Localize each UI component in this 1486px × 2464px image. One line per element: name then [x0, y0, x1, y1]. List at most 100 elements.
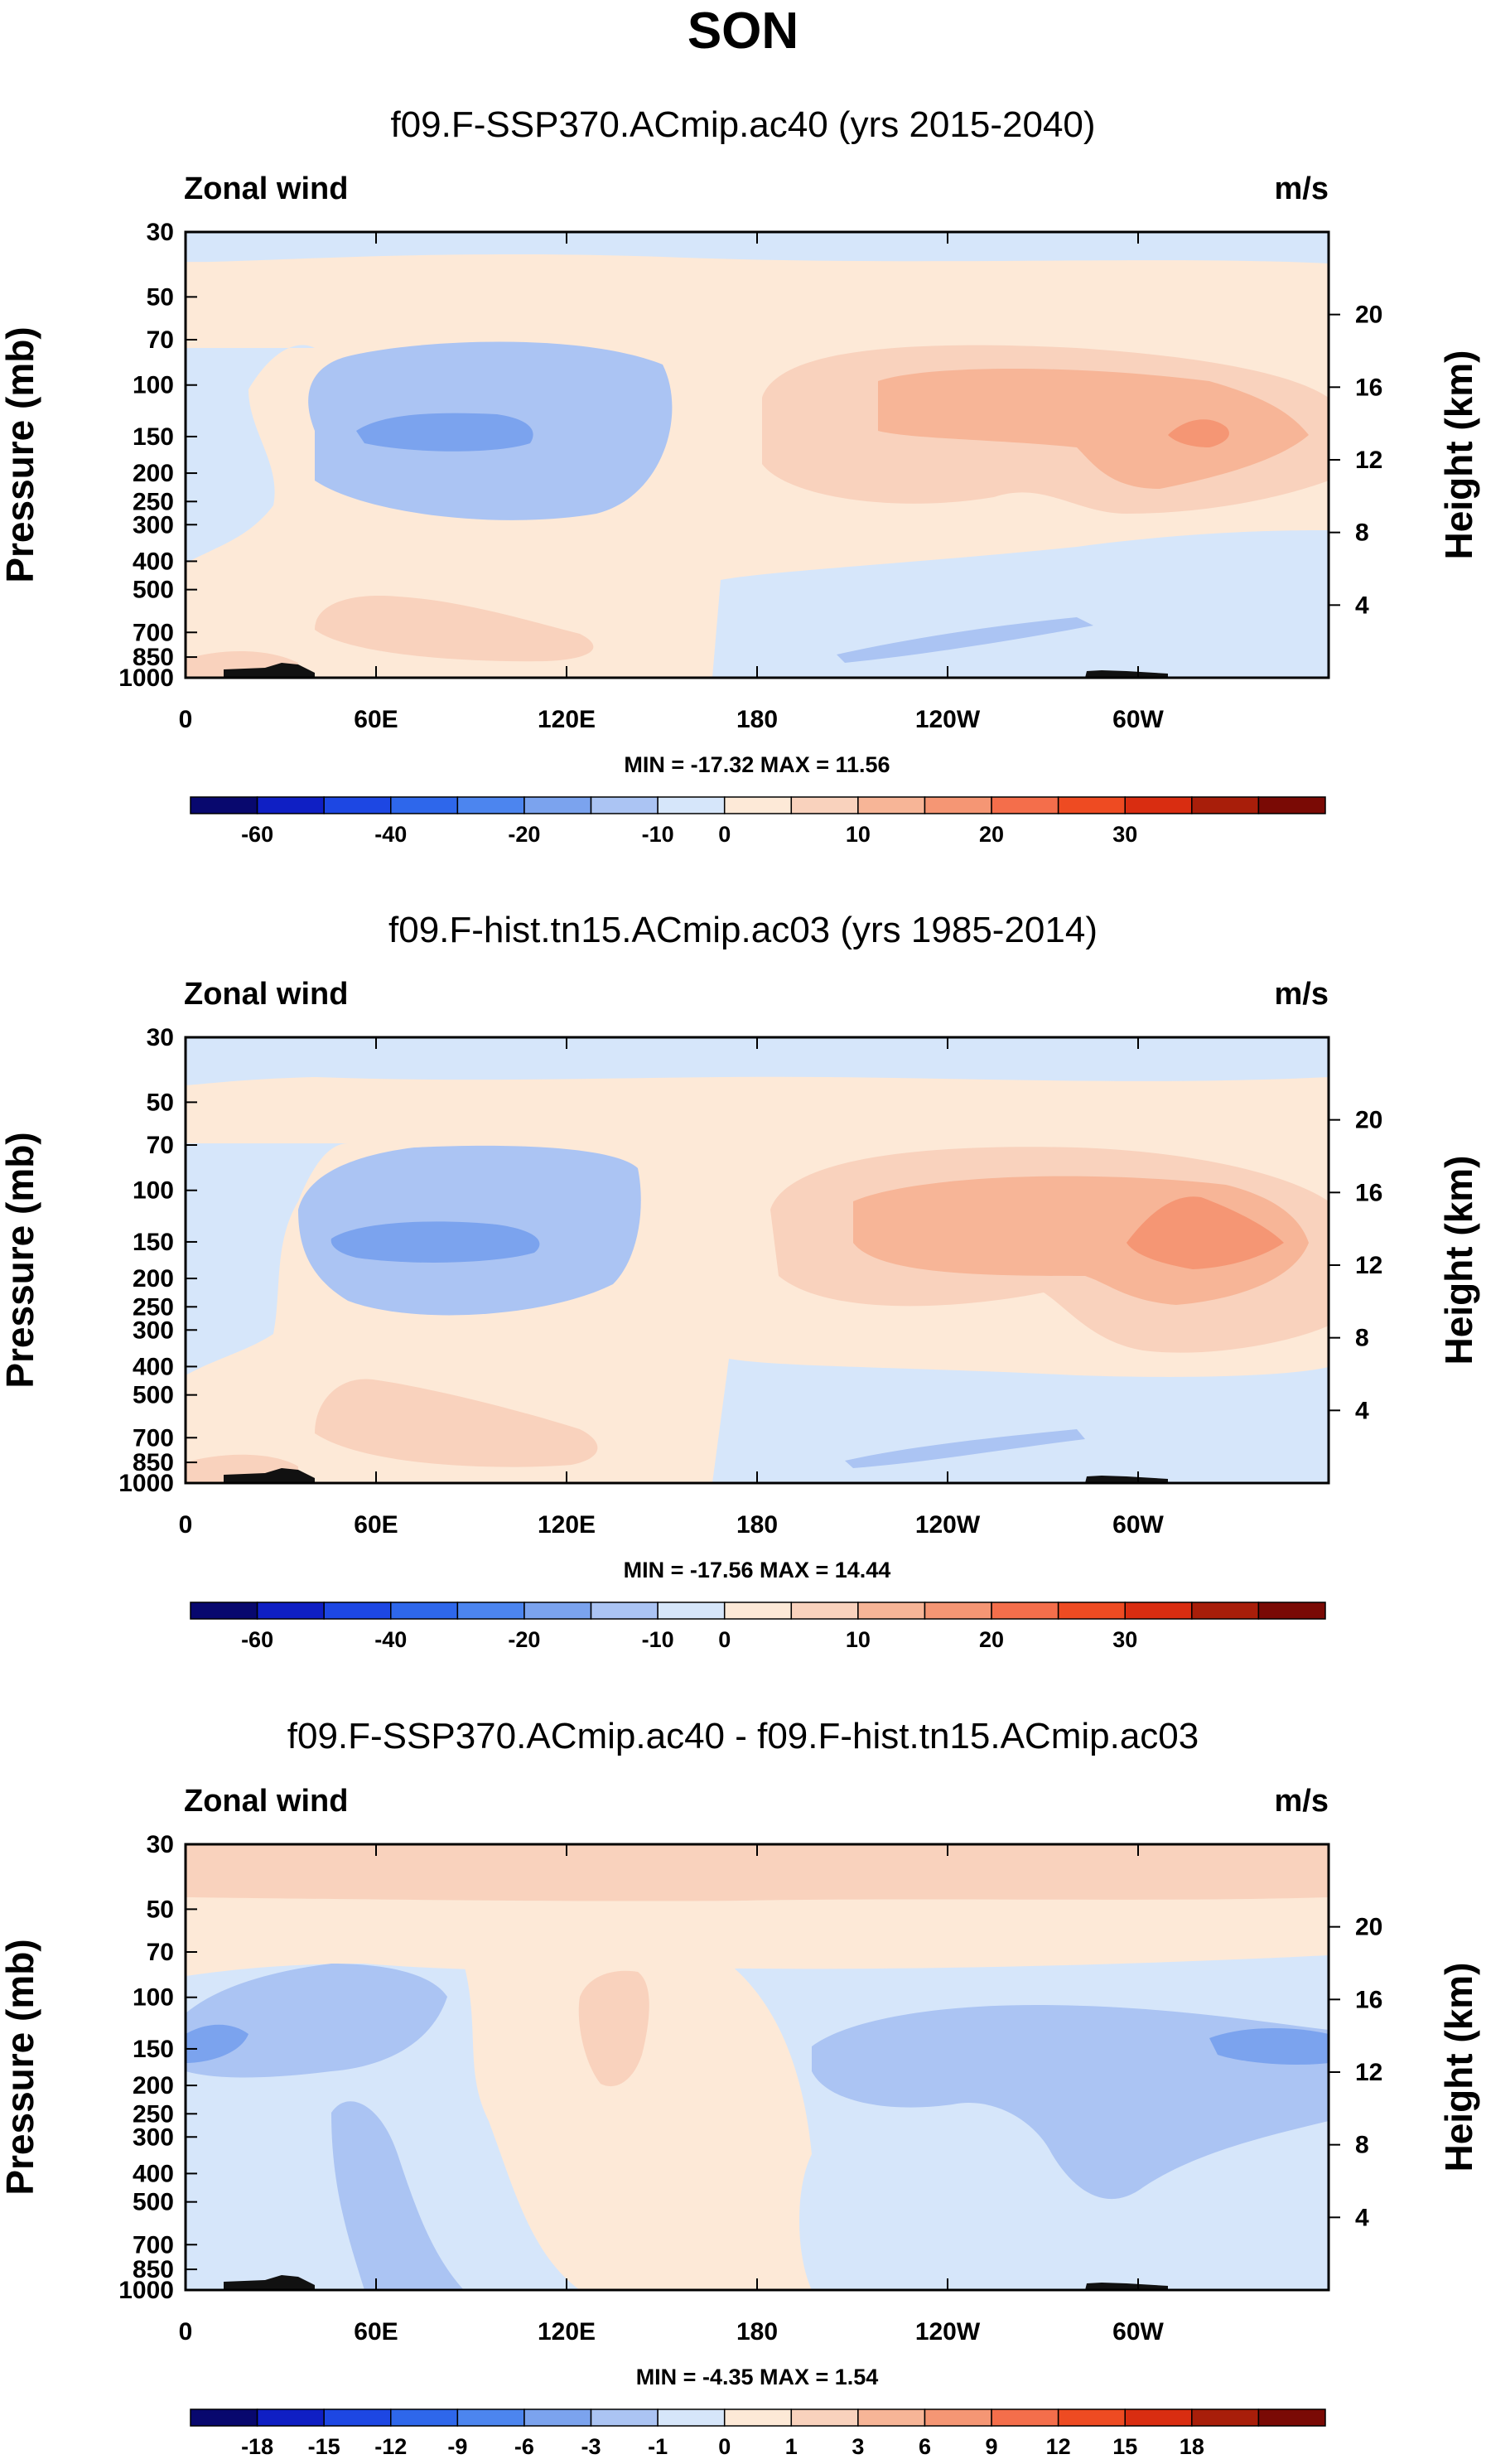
height-tick-label: 4: [1355, 592, 1369, 619]
x-tick-label: 60W: [1112, 1511, 1164, 1539]
x-tick-label: 120E: [538, 1511, 596, 1539]
height-tick-label: 20: [1355, 1914, 1382, 1941]
colorbar-label: 20: [979, 822, 1004, 847]
y-tick-label: 850: [133, 1449, 174, 1476]
y-tick-label: 1000: [118, 2277, 174, 2304]
colorbar-box: [723, 796, 793, 814]
panel-3-min-max: MIN = -4.35 MAX = 1.54: [636, 2365, 879, 2389]
height-tick-label: 4: [1355, 1397, 1369, 1424]
y-tick-label: 400: [133, 1353, 174, 1380]
colorbar-box: [323, 2408, 392, 2427]
colorbar-label: 30: [1112, 1627, 1137, 1652]
height-tick-label: 16: [1355, 1986, 1382, 2013]
y-tick-label: 100: [133, 1177, 174, 1205]
panel-2-left-label: Zonal wind: [184, 977, 348, 1012]
colorbar-box: [991, 2408, 1059, 2427]
x-tick-label: 120W: [915, 1511, 981, 1539]
y-tick-label: 700: [133, 1424, 174, 1452]
colorbar-box: [523, 2408, 592, 2427]
y-tick-label: 70: [147, 1132, 174, 1159]
colorbar-label: 0: [718, 822, 731, 847]
panel-1-tropical-easterly-region: [712, 530, 1329, 678]
colorbar-label: -20: [508, 1627, 540, 1652]
colorbar-label: -9: [447, 2434, 467, 2459]
panel-3-left-label: Zonal wind: [184, 1784, 348, 1819]
panel-2-topography-asia: [224, 1468, 315, 1483]
panel-1-topography-andes: [1085, 670, 1168, 678]
panel-3-y-axis-label: Pressure (mb): [0, 1939, 41, 2195]
panel-2-right-label: m/s: [1275, 977, 1329, 1012]
colorbar-label: 9: [986, 2434, 998, 2459]
colorbar-box: [857, 2408, 926, 2427]
x-tick-label: 60E: [354, 2318, 398, 2346]
colorbar-box: [1191, 2408, 1260, 2427]
x-tick-label: 180: [736, 706, 778, 733]
panel-3-topography-andes: [1085, 2283, 1168, 2290]
colorbar-label: -40: [374, 822, 407, 847]
panel-3-western-easterly-anomaly: [186, 1964, 447, 2078]
colorbar-box: [1191, 796, 1260, 814]
colorbar-label: 10: [846, 822, 871, 847]
y-tick-label: 250: [133, 2100, 174, 2128]
panel-1-left-label: Zonal wind: [184, 172, 348, 206]
colorbar-label: -1: [648, 2434, 668, 2459]
colorbar-label: 6: [919, 2434, 931, 2459]
panel-3-title: f09.F-SSP370.ACmip.ac40 - f09.F-hist.tn1…: [287, 1716, 1199, 1756]
colorbar-label: -18: [241, 2434, 273, 2459]
y-tick-label: 500: [133, 577, 174, 604]
panel-1-y2-axis-label: Height (km): [1437, 350, 1480, 560]
panel-1: f09.F-SSP370.ACmip.ac40 (yrs 2015-2040) …: [0, 104, 1480, 847]
x-tick-label: 0: [179, 706, 193, 733]
y-tick-label: 1000: [118, 664, 174, 692]
colorbar-box: [256, 1602, 325, 1620]
panel-2-y-axis-label: Pressure (mb): [0, 1132, 41, 1388]
height-tick-label: 4: [1355, 2204, 1369, 2231]
height-tick-label: 8: [1355, 2132, 1369, 2159]
colorbar-label: -6: [514, 2434, 534, 2459]
colorbar-box: [190, 2408, 258, 2427]
y-tick-label: 200: [133, 460, 174, 487]
panel-1-topography-asia: [224, 663, 315, 678]
panel-2-western-easterly-column: [186, 1143, 348, 1483]
y-tick-label: 700: [133, 619, 174, 646]
panel-1-plot-area: [186, 232, 1329, 678]
colorbar-box: [790, 796, 859, 814]
y-tick-label: 150: [133, 2036, 174, 2063]
y-tick-label: 50: [147, 283, 174, 311]
y-tick-label: 500: [133, 2189, 174, 2216]
colorbar-label: -20: [508, 822, 540, 847]
colorbar-box: [1124, 2408, 1193, 2427]
colorbar-label: -10: [642, 1627, 674, 1652]
panel-1-westerly-jet-mid: [878, 369, 1309, 489]
panel-2-westerly-jet-core: [1127, 1196, 1284, 1269]
panel-1-topography: [224, 663, 1168, 678]
panel-2-tropical-easterly-region: [712, 1359, 1329, 1483]
colorbar-box: [456, 2408, 525, 2427]
colorbar-label: 18: [1180, 2434, 1204, 2459]
colorbar-label: 10: [846, 1627, 871, 1652]
colorbar-box: [924, 796, 992, 814]
panel-1-lower-westerly-lobe: [315, 596, 594, 662]
colorbar-box: [1257, 1602, 1326, 1620]
x-tick-label: 120W: [915, 706, 981, 733]
x-tick-label: 180: [736, 1511, 778, 1539]
y-tick-label: 150: [133, 423, 174, 451]
height-tick-label: 16: [1355, 374, 1382, 401]
colorbar-label: -60: [241, 822, 273, 847]
colorbar-label: -10: [642, 822, 674, 847]
panel-1-title: f09.F-SSP370.ACmip.ac40 (yrs 2015-2040): [390, 104, 1095, 145]
y-tick-label: 850: [133, 2256, 174, 2283]
colorbar-label: -3: [581, 2434, 601, 2459]
panel-3-topography-asia: [224, 2275, 315, 2290]
panel-3-right-label: m/s: [1275, 1784, 1329, 1819]
y-tick-label: 250: [133, 1293, 174, 1321]
colorbar-box: [1057, 1602, 1126, 1620]
colorbar-label: 3: [852, 2434, 864, 2459]
x-tick-label: 180: [736, 2318, 778, 2346]
colorbar-box: [390, 2408, 459, 2427]
panel-2-colorbar: -60 -40 -20 -10 0 10 20 30: [190, 1602, 1326, 1652]
colorbar-box: [991, 796, 1059, 814]
colorbar-box: [857, 796, 926, 814]
colorbar-box: [1257, 2408, 1326, 2427]
